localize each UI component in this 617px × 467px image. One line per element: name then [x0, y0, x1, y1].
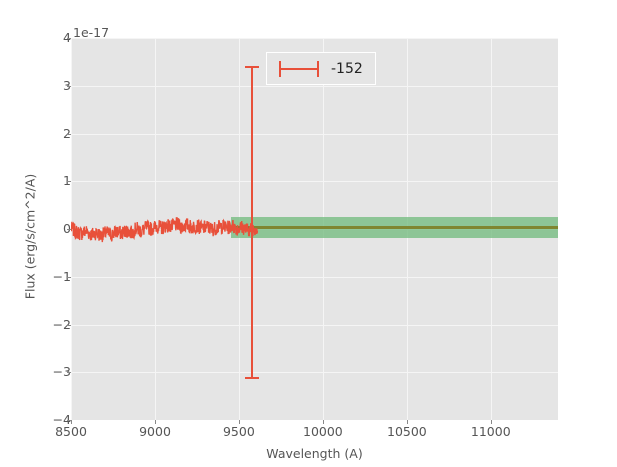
- x-tick-label: 10500: [387, 424, 427, 439]
- errorbar-cap-top: [245, 65, 260, 68]
- y-tick-label: −2: [52, 316, 71, 332]
- x-tick-label: 9500: [222, 424, 255, 439]
- x-axis-ticks: 8500 9000 9500 10000 10500 11000: [55, 420, 558, 446]
- y-axis-label: Flux (erg/s/cm^2/A): [22, 173, 38, 300]
- y-axis-ticks: −4 −3 −2 −1 0 1 2 3 4: [41, 31, 71, 426]
- x-tick-mark: [71, 420, 72, 424]
- legend-entry-label: -152: [331, 60, 363, 77]
- y-tick-label: 1: [47, 175, 71, 188]
- errorbar-line: [251, 65, 254, 380]
- errorbar-marker-icon: [277, 60, 321, 78]
- y-tick-label: 2: [47, 127, 71, 141]
- gridline-horizontal: [71, 324, 558, 326]
- plot-area: [71, 38, 558, 420]
- y-tick-mark: [67, 229, 71, 230]
- y-tick-mark: [67, 276, 71, 278]
- spectrum-path: [71, 217, 259, 243]
- y-tick-mark: [67, 38, 71, 39]
- gridline-horizontal: [71, 133, 558, 135]
- errorbar-cap-bottom: [245, 377, 260, 380]
- gridline-horizontal: [71, 38, 558, 39]
- gridline-horizontal: [71, 276, 558, 278]
- x-axis-label: Wavelength (A): [266, 446, 363, 461]
- y-axis-exponent-label: 1e-17: [73, 25, 110, 40]
- y-tick-mark: [67, 324, 71, 326]
- x-tick-mark: [238, 420, 240, 424]
- legend: -152: [266, 52, 376, 85]
- gridline-horizontal: [71, 85, 558, 87]
- spectrum-trace: [71, 217, 259, 243]
- y-tick-label: 3: [47, 79, 71, 93]
- y-tick-mark: [67, 420, 71, 421]
- y-tick-mark: [67, 85, 71, 87]
- gridline-horizontal: [71, 181, 558, 183]
- x-tick-mark: [406, 420, 408, 424]
- y-tick-mark: [67, 133, 71, 135]
- model-band-center-line: [230, 225, 558, 229]
- x-tick-label: 10000: [303, 424, 343, 439]
- y-tick-mark: [67, 372, 71, 374]
- x-tick-label: 9000: [139, 424, 171, 439]
- x-tick-label: 8500: [55, 424, 87, 439]
- gridline-horizontal: [71, 372, 558, 374]
- y-tick-label: −3: [52, 364, 71, 380]
- x-tick-mark: [155, 420, 156, 424]
- x-tick-mark: [490, 420, 492, 424]
- y-tick-label: 0: [47, 222, 71, 236]
- y-tick-mark: [67, 181, 71, 183]
- x-tick-mark: [322, 420, 324, 424]
- y-tick-label: −1: [52, 268, 71, 284]
- y-tick-label: 4: [47, 31, 71, 45]
- x-tick-label: 11000: [470, 424, 511, 439]
- y-tick-label: −4: [52, 412, 71, 427]
